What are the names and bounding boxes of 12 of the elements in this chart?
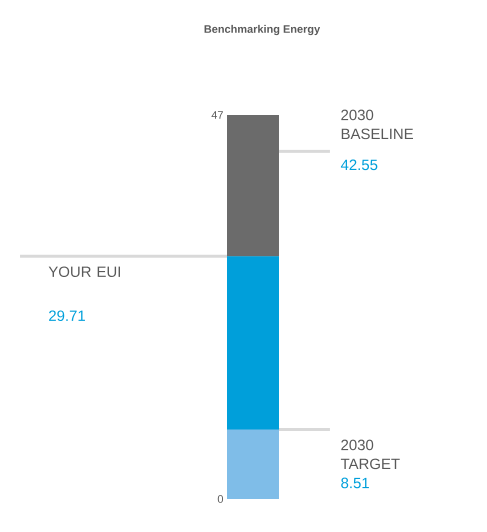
bar [226, 114, 279, 256]
chart-title: Benchmarking Energy [204, 24, 320, 36]
text: 8.51 [341, 478, 369, 488]
y-tick-label: 47 [212, 111, 223, 119]
y-tick-label: 0 [218, 495, 224, 503]
ref-line-label: 2030 BASELINE [341, 110, 414, 140]
bar [226, 256, 279, 430]
text: 42.55 [340, 160, 378, 170]
bar [226, 429, 279, 499]
ref-line-label: 2030 TARGET [340, 440, 400, 470]
text: 29.71 [49, 310, 85, 322]
ref-line-label: YOUR EUI [48, 266, 120, 278]
